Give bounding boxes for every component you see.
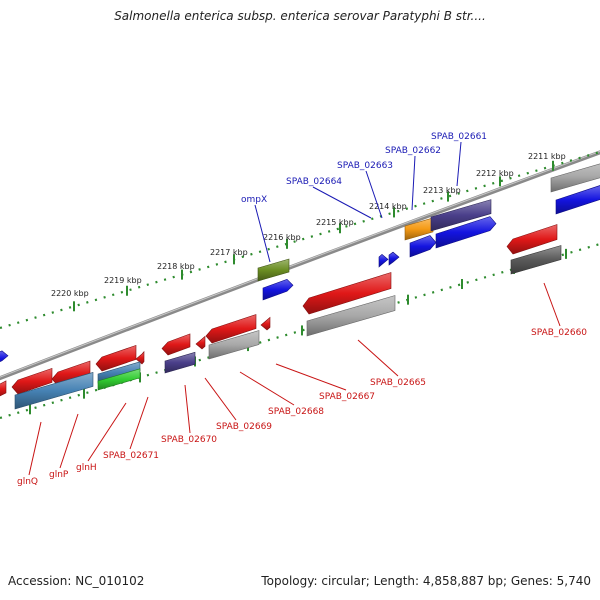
gene-left-blue: [0, 350, 9, 362]
scale-label: 2217 kbp: [210, 248, 248, 257]
gene-label-forward: SPAB_02664: [286, 177, 342, 187]
gene-label-forward: SPAB_02663: [337, 161, 393, 171]
gene-spab-02665: [302, 272, 392, 315]
inner-scale-ring: [0, 242, 600, 420]
gene-spab-02664: [378, 254, 389, 268]
scale-label: 2212 kbp: [476, 169, 514, 178]
gene-spab-02669: [195, 335, 206, 350]
gene-spab-02662: [409, 235, 437, 258]
gene-label-reverse: SPAB_02660: [531, 328, 587, 338]
gene-spab-02663: [388, 251, 400, 266]
feature-grey-band-2668: [208, 330, 260, 360]
gene-spab-02660: [506, 224, 558, 255]
gene-ompx: [262, 278, 294, 301]
genome-stats-text: Topology: circular; Length: 4,858,887 bp…: [261, 574, 591, 588]
scale-label: 2218 kbp: [157, 262, 195, 271]
accession-text: Accession: NC_010102: [8, 574, 145, 588]
leader-line: [411, 155, 416, 211]
feature-purple-band-2670: [164, 351, 196, 374]
gene-label-reverse: SPAB_02669: [216, 422, 272, 432]
gene-label-reverse: SPAB_02670: [161, 435, 217, 445]
leader-line: [129, 396, 149, 450]
leader-line: [275, 363, 347, 391]
leader-line: [357, 339, 399, 377]
scale-label: 2216 kbp: [263, 233, 301, 242]
scale-label: 2214 kbp: [369, 202, 407, 211]
gene-spab-02667: [260, 316, 271, 331]
leader-line: [204, 377, 237, 421]
gene-glnq: [11, 367, 53, 395]
leader-line: [312, 186, 372, 219]
scale-label: 2215 kbp: [316, 218, 354, 227]
gene-spab-02668: [205, 314, 257, 344]
gene-left-red: [0, 380, 7, 397]
gene-spab-02661: [435, 216, 497, 249]
leader-line: [543, 282, 561, 327]
gene-label-forward: SPAB_02661: [431, 132, 487, 142]
gene-label-reverse: SPAB_02667: [319, 392, 375, 402]
leader-line: [456, 141, 462, 187]
leader-line: [254, 204, 271, 263]
scale-label: 2220 kbp: [51, 289, 89, 298]
scale-label: 2213 kbp: [423, 186, 461, 195]
feature-grey-band-2665: [306, 295, 396, 337]
genome-backbone: [0, 150, 600, 381]
leader-line: [87, 402, 127, 462]
feature-green-band-glnh: [97, 368, 141, 391]
gene-right-blue: [555, 185, 600, 215]
feature-steel-band-gln: [14, 372, 94, 410]
feature-purple-band: [430, 199, 492, 232]
gene-label-reverse: glnP: [49, 470, 69, 480]
gene-label-forward: SPAB_02662: [385, 146, 441, 156]
gene-label-reverse: SPAB_02668: [268, 407, 324, 417]
leader-line: [239, 371, 295, 406]
gene-label-reverse: SPAB_02665: [370, 378, 426, 388]
leader-line: [184, 384, 191, 434]
gene-label-reverse: glnQ: [17, 477, 38, 487]
gene-label-reverse: SPAB_02671: [103, 451, 159, 461]
leader-line: [28, 421, 42, 476]
leader-line: [59, 413, 79, 469]
gene-label-reverse: glnH: [76, 463, 97, 473]
feature-orange-band: [404, 217, 434, 241]
gene-spab-02671: [95, 344, 137, 372]
feature-grey-band-right: [550, 163, 600, 193]
feature-darkgrey-band: [510, 245, 562, 275]
scale-label: 2211 kbp: [528, 152, 566, 161]
gene-spab-02671-small: [135, 350, 145, 365]
gene-label-forward: ompX: [241, 195, 267, 205]
genome-title: Salmonella enterica subsp. enterica sero…: [114, 9, 486, 23]
scale-label: 2219 kbp: [104, 276, 142, 285]
leader-line: [365, 170, 383, 219]
genome-backbone-highlight: [0, 150, 600, 378]
feature-ompx-band: [257, 258, 290, 282]
gene-spab-02670: [161, 333, 191, 356]
